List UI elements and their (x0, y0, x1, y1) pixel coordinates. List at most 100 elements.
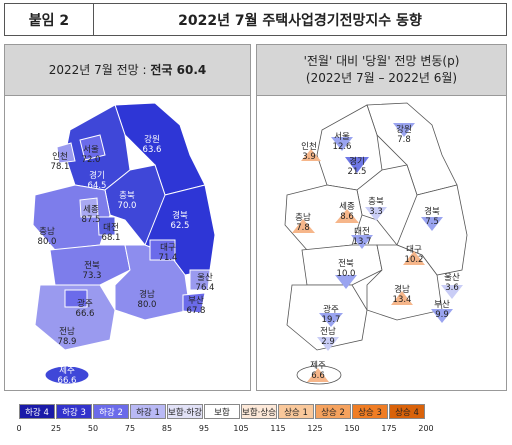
national-index: 전국 60.4 (150, 62, 207, 77)
forecast-map-svg (32, 102, 216, 385)
arrow-jeonbuk (335, 275, 357, 289)
label-daegu: 대구 71.4 (158, 243, 178, 263)
chg-ulsan: 울산 3.6 (444, 273, 460, 293)
label-gwangju: 광주 66.6 (75, 299, 95, 319)
page-title: 2022년 7월 주택사업경기전망지수 동향 (178, 12, 422, 29)
label-incheon: 인천 78.1 (50, 152, 70, 172)
arrow-chungbuk (365, 207, 387, 221)
chg-gangwon: 강원 7.8 (396, 125, 412, 145)
legend: 하강 4 하강 3 하강 2 하강 1 보합·하강 보합 보합·상승 상승 1 상승 2 상승 3… (19, 404, 426, 419)
label-seoul: 서울 72.0 (81, 145, 101, 165)
chg-jeonbuk: 전북 10.0 (336, 259, 356, 279)
arrow-gyeongbuk (421, 217, 443, 231)
chg-gwangju: 광주 19.7 (321, 305, 341, 325)
region-gwangju (64, 289, 88, 308)
chg-gyeongnam: 경남 13.4 (392, 285, 412, 305)
label-chungbuk: 충북 70.0 (117, 191, 137, 211)
legend-tick: 25 (50, 424, 62, 433)
label-daejeon: 대전 68.1 (101, 223, 121, 243)
legend-item: 상승 2 (315, 404, 351, 419)
forecast-panel-heading: 2022년 7월 전망 : 전국 60.4 (5, 45, 250, 96)
chg-gyeonggi: 경기 21.5 (347, 157, 367, 177)
arrow-busan (431, 309, 453, 323)
legend-tick: 200 (418, 424, 434, 433)
region-jeonnam (34, 284, 116, 351)
region-seoul (79, 134, 106, 161)
region-ulsan (189, 269, 211, 291)
arrow-incheon (301, 149, 321, 161)
chg-daejeon: 대전 13.7 (352, 227, 372, 247)
region-jeju (44, 365, 90, 385)
arrow-jeju (307, 368, 329, 382)
legend-item: 보합 (204, 404, 240, 419)
forecast-panel: 2022년 7월 전망 : 전국 60.4 (4, 44, 251, 391)
label-jeonnam: 전남 78.9 (57, 327, 77, 347)
chg-chungnam: 충남 7.8 (295, 213, 311, 233)
region-daejeon (97, 216, 116, 236)
legend-item: 상승 1 (278, 404, 314, 419)
outline-chungbuk (356, 164, 418, 246)
legend-item: 보합·하강 (167, 404, 203, 419)
legend-tick: 95 (198, 424, 210, 433)
header: 붙임 2 2022년 7월 주택사업경기전망지수 동향 (4, 3, 507, 36)
arrow-daejeon (351, 235, 373, 249)
legend-item: 하강 4 (19, 404, 55, 419)
chg-jeonnam: 전남 2.9 (320, 327, 336, 347)
label-gyeongbuk: 경북 62.5 (170, 211, 190, 231)
change-heading-line1: '전월' 대비 '당월' 전망 변동(p) (303, 54, 460, 68)
legend-item: 하강 2 (93, 404, 129, 419)
arrow-daegu (403, 251, 425, 265)
change-heading-line2: (2022년 7월 – 2022년 6월) (305, 71, 458, 85)
legend-tick: 50 (87, 424, 99, 433)
forecast-map: 서울 72.0 인천 78.1 경기 64.5 강원 63.6 세종 87.5 충북 70.… (5, 95, 250, 391)
arrow-seoul (331, 137, 353, 151)
chg-sejong: 세종 8.6 (339, 202, 355, 222)
arrow-ulsan (441, 285, 463, 299)
legend-item: 하강 3 (56, 404, 92, 419)
arrow-gwangju (319, 313, 343, 327)
change-panel-heading: '전월' 대비 '당월' 전망 변동(p) (2022년 7월 – 2022년 … (257, 45, 506, 96)
chg-incheon: 인천 3.9 (301, 142, 317, 162)
change-map-svg (284, 102, 468, 385)
arrow-gyeongnam (391, 291, 413, 305)
arrow-sejong (335, 209, 359, 223)
chg-daegu: 대구 10.2 (404, 245, 424, 265)
legend-item: 상승 4 (389, 404, 425, 419)
chg-jeju: 제주 6.6 (310, 361, 326, 381)
legend-item: 상승 3 (352, 404, 388, 419)
arrow-jeonnam (317, 337, 339, 351)
legend-tick: 85 (161, 424, 173, 433)
chg-busan: 부산 9.9 (434, 300, 450, 320)
arrow-gyeonggi (345, 157, 369, 173)
change-panel: '전월' 대비 '당월' 전망 변동(p) (2022년 7월 – 2022년 … (256, 44, 507, 391)
arrow-chungnam (292, 219, 315, 233)
legend-tick: 150 (344, 424, 360, 433)
legend-item: 하강 1 (130, 404, 166, 419)
legend-tick: 175 (381, 424, 397, 433)
label-jeonbuk: 전북 73.3 (82, 261, 102, 281)
outline-chungnam (284, 184, 363, 251)
label-ulsan: 울산 76.4 (195, 273, 215, 293)
chg-gyeongbuk: 경북 7.5 (424, 207, 440, 227)
region-daegu (149, 239, 176, 261)
label-jeju: 제주 66.6 (57, 366, 77, 386)
label-gyeongnam: 경남 80.0 (137, 290, 157, 310)
region-incheon (56, 142, 76, 164)
label-chungnam: 충남 80.0 (37, 227, 57, 247)
legend-tick: 75 (124, 424, 136, 433)
label-gangwon: 강원 63.6 (142, 135, 162, 155)
legend-ticks: 0 25 50 75 85 95 105 115 125 150 175 200 (0, 424, 512, 438)
chg-chungbuk: 충북 3.3 (368, 197, 384, 217)
appendix-tag: 붙임 2 (5, 4, 94, 35)
label-busan: 부산 67.8 (186, 296, 206, 316)
label-sejong: 세종 87.5 (81, 205, 101, 225)
legend-tick: 0 (16, 424, 22, 433)
label-gyeonggi: 경기 64.5 (87, 171, 107, 191)
legend-tick: 125 (307, 424, 323, 433)
forecast-heading-prefix: 2022년 7월 전망 : (48, 62, 151, 77)
region-chungbuk (104, 164, 166, 246)
legend-tick: 115 (270, 424, 286, 433)
chg-seoul: 서울 12.6 (332, 132, 352, 152)
change-map: 서울 12.6 인천 3.9 경기 21.5 강원 7.8 충남 7.8 세종 8.6 충북… (257, 95, 506, 391)
legend-tick: 105 (233, 424, 249, 433)
